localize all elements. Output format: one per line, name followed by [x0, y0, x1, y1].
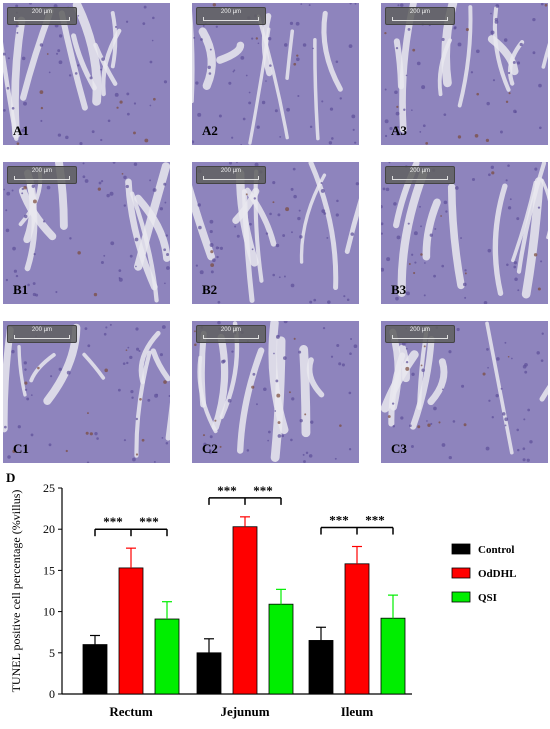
scale-bar-line — [14, 176, 70, 180]
tissue-texture — [192, 162, 359, 304]
panel-label: A2 — [202, 123, 218, 138]
micrograph-panel-a3: 200 µm A3 — [381, 3, 548, 145]
panel-label: B2 — [202, 282, 218, 297]
tissue-texture — [381, 162, 548, 304]
scale-bar-line — [203, 17, 259, 21]
scale-bar: 200 µm — [7, 7, 77, 25]
scale-bar-line — [14, 335, 70, 339]
tissue-texture — [192, 3, 357, 145]
legend-label-oddhl: OdDHL — [478, 568, 517, 580]
bar-oddhl-rectum — [118, 567, 144, 695]
scale-bar-line — [203, 335, 259, 339]
micrograph-panel-b3: 200 µm B3 — [381, 162, 548, 304]
scale-bar: 200 µm — [196, 325, 266, 343]
scale-bar: 200 µm — [385, 166, 455, 184]
panel-label: B1 — [13, 282, 29, 297]
scale-bar: 200 µm — [196, 166, 266, 184]
micrograph-panel-b1: 200 µm B1 — [3, 162, 170, 304]
tissue-texture — [384, 3, 548, 145]
bar-oddhl-ileum — [344, 563, 370, 695]
scale-bar-line — [392, 17, 448, 21]
bar-qsi-rectum — [154, 618, 180, 695]
scale-bar-line — [392, 335, 448, 339]
bar-control-ileum — [308, 640, 334, 695]
scale-bar-line — [203, 176, 259, 180]
micrograph-panel-c2: 200 µm C2 — [192, 321, 359, 463]
scale-bar-label: 200 µm — [31, 9, 53, 15]
scale-bar-label: 200 µm — [220, 327, 242, 333]
scale-bar: 200 µm — [385, 7, 455, 25]
micrograph-panel-c1: 200 µm C1 — [3, 321, 170, 463]
bar-control-jejunum — [196, 652, 222, 695]
micrograph-panel-a2: 200 µm A2 — [192, 3, 359, 145]
panel-label: C2 — [202, 441, 218, 456]
scale-bar-label: 200 µm — [31, 327, 53, 333]
scale-bar-label: 200 µm — [409, 9, 431, 15]
scale-bar-label: 200 µm — [220, 9, 242, 15]
bar-control-rectum — [82, 644, 108, 695]
legend-swatch-control — [451, 543, 471, 555]
scale-bar-label: 200 µm — [409, 327, 431, 333]
panel-label: B3 — [391, 282, 407, 297]
tissue-texture — [194, 321, 358, 463]
scale-bar: 200 µm — [7, 166, 77, 184]
significance-label: *** — [329, 513, 349, 528]
x-tick-label: Jejunum — [220, 704, 269, 719]
legend-label-qsi: QSI — [478, 592, 497, 604]
scale-bar-line — [14, 17, 70, 21]
legend-label-control: Control — [478, 544, 514, 556]
y-tick-label: 0 — [49, 687, 55, 701]
significance-label: *** — [365, 513, 385, 528]
panel-label: C1 — [13, 441, 29, 456]
x-tick-label: Rectum — [109, 704, 152, 719]
panel-label-d: D — [6, 470, 15, 485]
scale-bar: 200 µm — [196, 7, 266, 25]
scale-bar: 200 µm — [7, 325, 77, 343]
x-tick-label: Ileum — [341, 704, 374, 719]
bar-qsi-ileum — [380, 617, 406, 695]
y-tick-label: 25 — [43, 481, 55, 495]
bar-oddhl-jejunum — [232, 526, 258, 695]
micrograph-panel-a1: 200 µm A1 — [3, 3, 170, 145]
y-tick-label: 20 — [43, 522, 55, 536]
micrograph-panel-b2: 200 µm B2 — [192, 162, 359, 304]
scale-bar-label: 200 µm — [31, 168, 53, 174]
significance-label: *** — [139, 514, 159, 529]
legend-swatch-oddhl — [451, 567, 471, 579]
tunel-bar-chart: D 0 5 10 15 20 25 TUNEL positive cell percentag… — [6, 470, 517, 719]
panel-label: A1 — [13, 123, 29, 138]
y-axis-label: TUNEL positive cell percentage (%villus) — [9, 490, 23, 693]
significance-label: *** — [103, 514, 123, 529]
scale-bar: 200 µm — [385, 325, 455, 343]
significance-label: *** — [253, 483, 273, 498]
panel-label: C3 — [391, 441, 407, 456]
significance-label: *** — [217, 483, 237, 498]
scale-bar-line — [392, 176, 448, 180]
panel-label: A3 — [391, 123, 407, 138]
legend-swatch-qsi — [451, 591, 471, 603]
scale-bar-label: 200 µm — [409, 168, 431, 174]
y-tick-label: 15 — [43, 563, 55, 577]
scale-bar-label: 200 µm — [220, 168, 242, 174]
bar-qsi-jejunum — [268, 603, 294, 695]
y-tick-label: 5 — [49, 646, 55, 660]
y-tick-label: 10 — [43, 605, 55, 619]
micrograph-panel-c3: 200 µm C3 — [381, 321, 548, 463]
